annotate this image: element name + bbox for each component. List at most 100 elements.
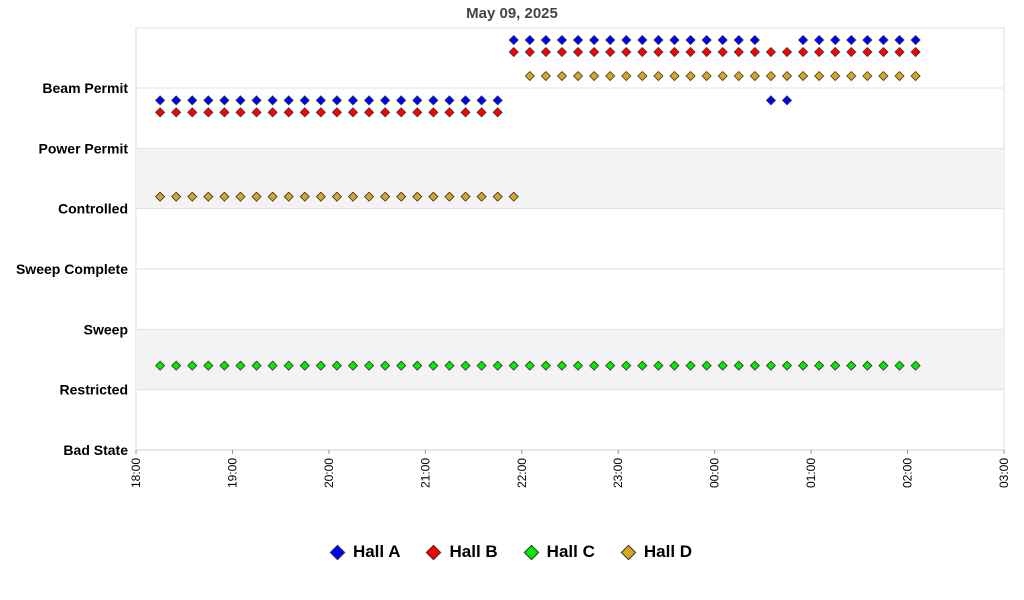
data-point [830,70,841,82]
data-point [203,107,214,118]
data-point [412,95,423,106]
x-tick-label: 23:00 [611,458,625,488]
data-point [283,191,294,202]
data-point [701,46,712,58]
data-point [540,360,551,371]
data-point [781,46,793,58]
data-point [621,34,632,46]
data-point [283,107,294,118]
x-tick-label: 03:00 [997,458,1011,488]
data-point [380,107,391,118]
data-point [814,46,825,58]
data-point [460,95,471,106]
data-point [669,360,680,371]
data-point [412,360,423,371]
data-point [798,70,809,82]
legend: Hall A Hall B Hall C Hall D [0,542,1024,562]
data-point [605,34,616,46]
legend-label: Hall C [546,542,595,561]
data-point [589,360,600,371]
data-point [589,70,600,82]
data-point [251,360,262,371]
y-tick-label: Beam Permit [42,80,128,96]
data-point [283,95,294,106]
legend-label: Hall D [643,542,693,561]
data-point [235,360,246,371]
data-point [878,70,889,82]
data-point [299,95,310,106]
data-point [830,34,841,46]
data-point [396,107,407,118]
plot-bands [135,27,1005,451]
data-point [878,360,889,371]
data-point [251,191,262,202]
data-point [717,70,728,82]
data-point [283,360,294,371]
series-hall-b [155,46,921,118]
data-point [364,191,375,202]
data-point [653,46,664,58]
data-point [428,360,439,371]
data-point [412,107,423,118]
data-point [428,95,439,106]
x-tick-label: 01:00 [804,458,818,488]
data-point [235,107,246,118]
data-point [428,107,439,118]
data-point [155,360,166,371]
y-tick-label: Sweep Complete [16,261,128,277]
data-point [524,34,535,46]
data-point [798,34,809,46]
data-point [556,46,568,58]
data-point [155,191,166,202]
data-point [396,191,407,202]
data-point [219,191,230,202]
x-tick-label: 00:00 [708,458,722,488]
data-point [781,70,793,82]
data-point [637,46,648,58]
data-point [396,95,407,106]
data-point [267,107,278,118]
data-point [894,34,905,46]
data-point [412,191,423,202]
data-point [846,46,857,58]
data-point [444,360,455,371]
data-point [621,70,632,82]
data-point [331,360,342,371]
data-point [315,95,326,106]
legend-label: Hall A [352,542,401,561]
data-point [219,360,230,371]
data-point [364,360,375,371]
data-point [460,107,471,118]
data-point [733,360,744,371]
data-point [846,360,857,371]
data-point [396,360,407,371]
data-point [187,191,198,202]
x-axis-labels: 18:00 19:00 20:00 21:00 22:00 23:00 00:00 01:00… [129,450,1011,488]
data-point [187,95,198,106]
data-point [637,70,648,82]
y-tick-label: Power Permit [39,140,129,156]
data-point [685,360,696,371]
data-point [380,191,391,202]
data-point [862,360,873,371]
x-tick-label: 02:00 [901,458,915,488]
data-point [894,70,905,82]
data-point [572,70,584,82]
band-shade [136,329,1004,390]
data-point [492,360,503,371]
data-point [733,70,744,82]
series-hall-c [155,360,921,371]
data-point [910,360,921,371]
data-point [781,95,793,106]
data-point [508,34,519,46]
data-point [605,46,616,58]
data-point [331,107,342,118]
data-point [814,70,825,82]
data-point [444,191,455,202]
data-point [798,360,809,371]
data-point [187,360,198,371]
data-point [749,46,760,58]
data-point [717,360,728,371]
data-point [556,34,568,46]
data-point [685,34,696,46]
